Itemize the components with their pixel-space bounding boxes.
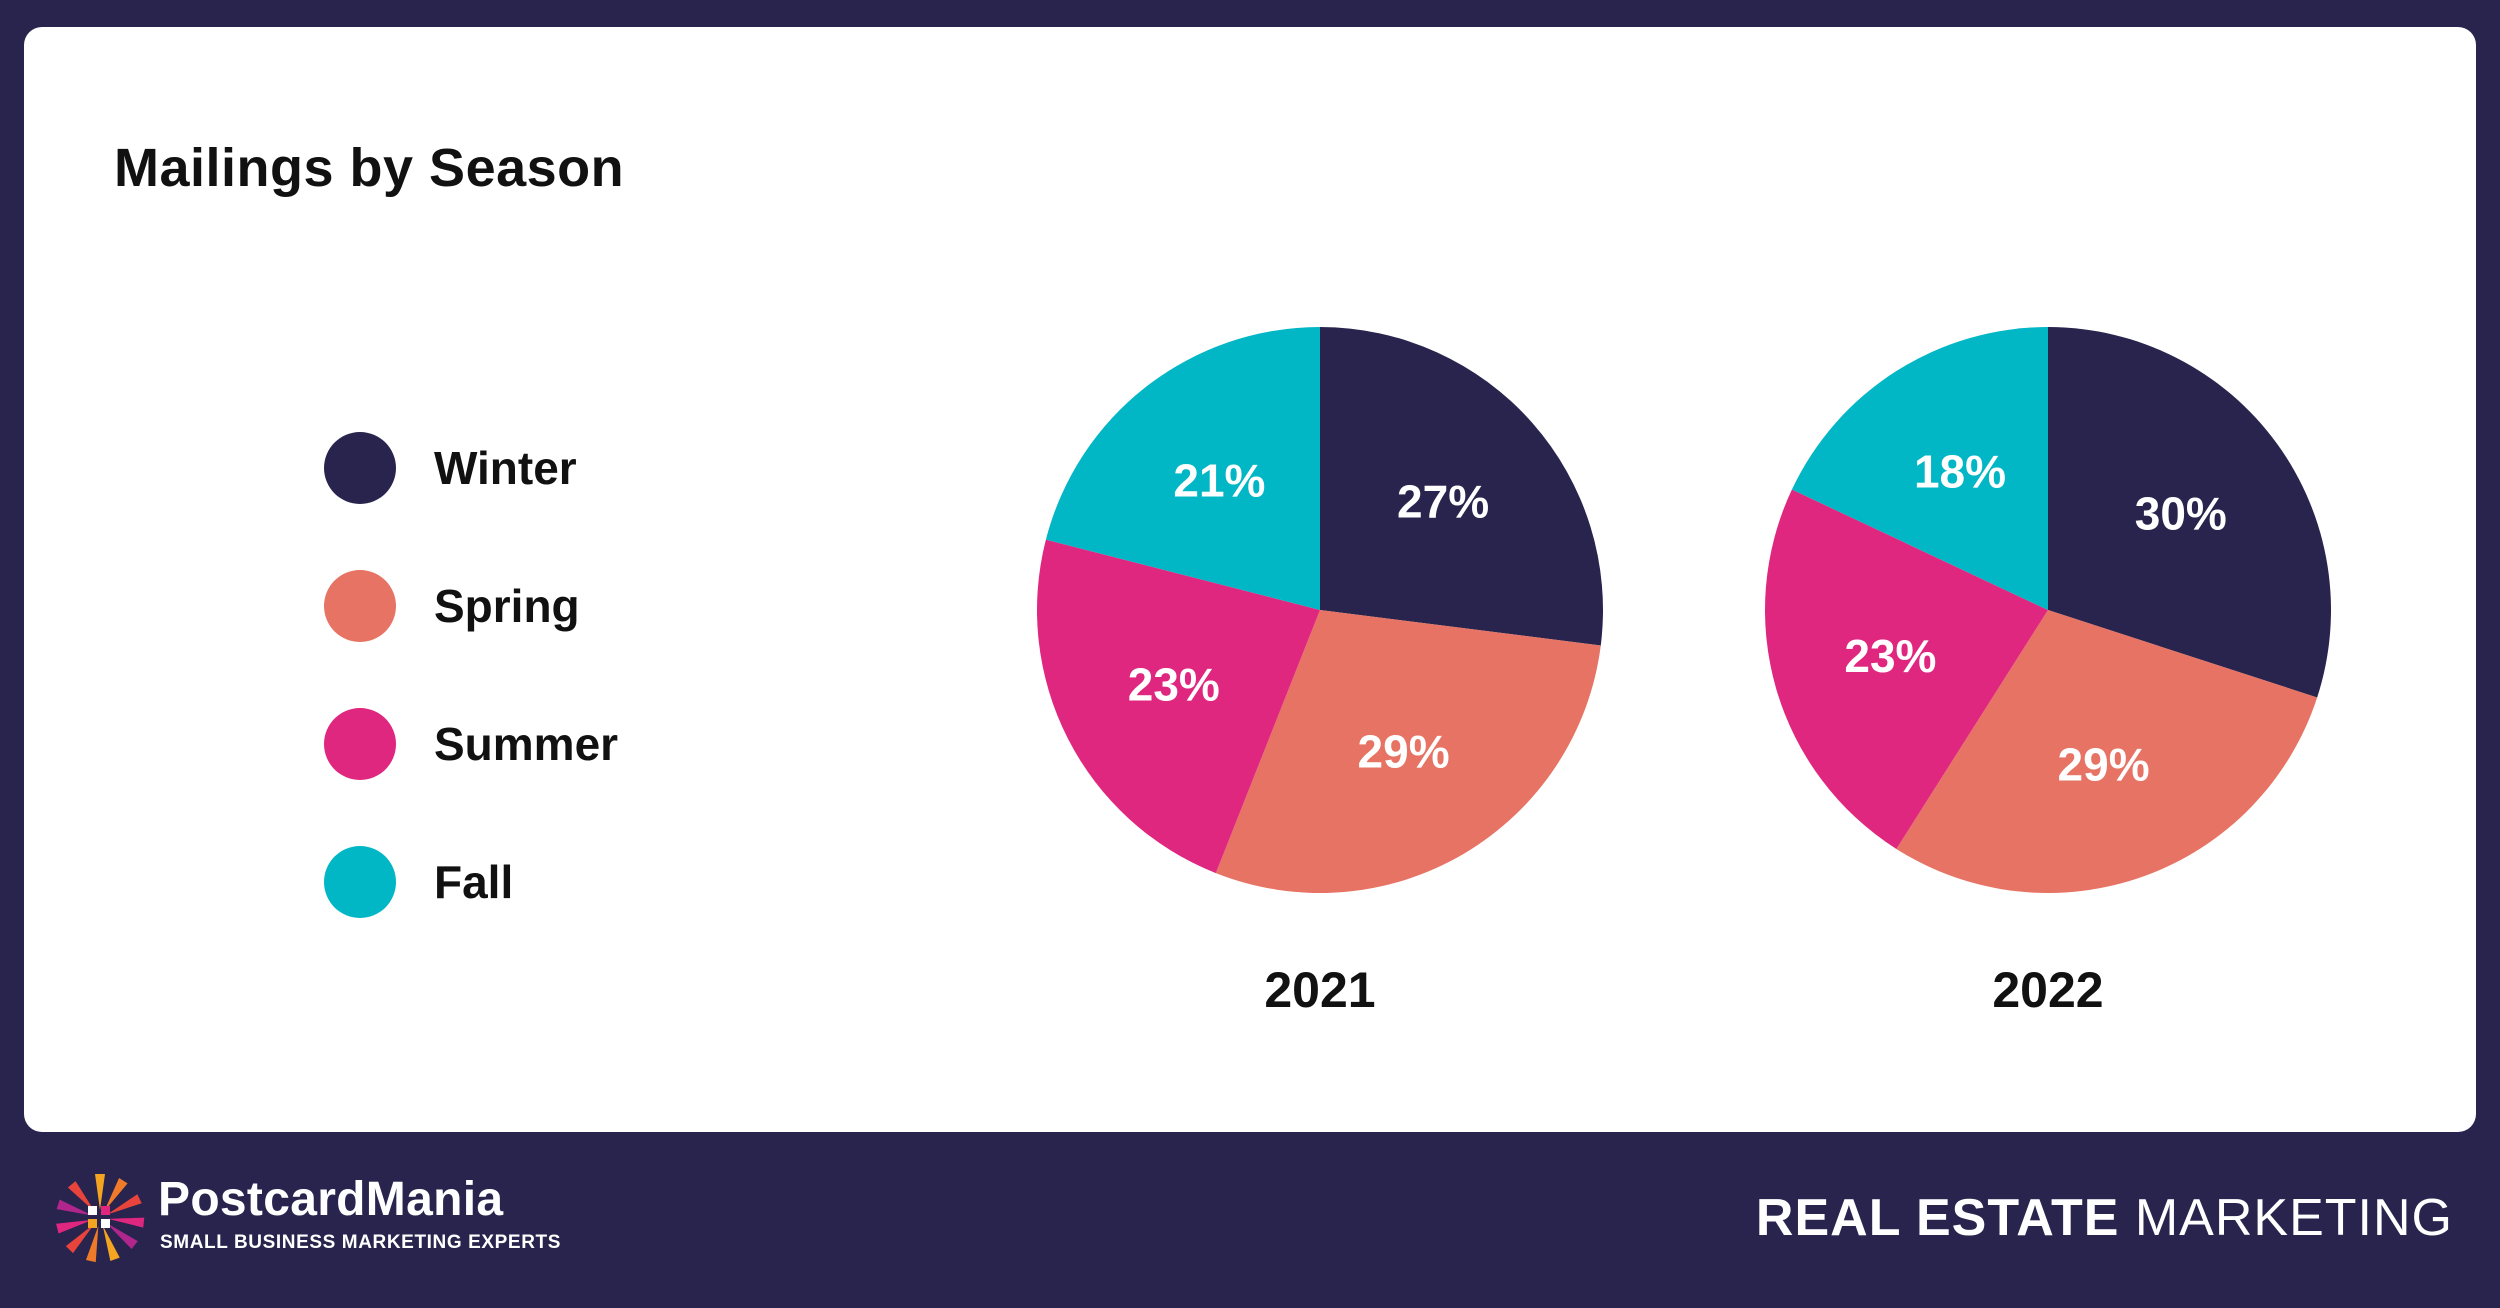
legend-item-spring: Spring [324, 570, 618, 642]
legend-swatch-spring [324, 570, 396, 642]
pie-slice-2022-winter [2048, 327, 2332, 698]
pie-slice-2021-summer [1036, 539, 1320, 874]
legend-item-winter: Winter [324, 432, 618, 504]
pie-label-2022-winter: 30% [2135, 488, 2227, 540]
pie-slice-2021-spring [1215, 610, 1601, 894]
pie-slice-2021-winter [1320, 326, 1604, 646]
legend-label-winter: Winter [434, 442, 577, 494]
pie-label-2022-fall: 18% [1914, 445, 2006, 497]
pie-slice-2022-spring [1896, 610, 2318, 893]
pie-label-2021-summer: 23% [1128, 659, 1220, 711]
legend-swatch-fall [324, 846, 396, 918]
pie-label-2022-spring: 29% [2058, 738, 2150, 790]
legend-item-fall: Fall [324, 846, 618, 918]
legend: Winter Spring Summer Fall [324, 432, 618, 984]
postcardmania-logo-icon [56, 1174, 145, 1263]
pie-chart-2021: 27% 29% 23% 21% 2021 [1036, 326, 1604, 1018]
footer-tagline: REAL ESTATE MARKETING [1756, 1188, 2453, 1248]
pie-slice-2021-fall [1045, 327, 1320, 610]
legend-swatch-summer [324, 708, 396, 780]
chart-title: Mailings by Season [114, 138, 625, 198]
legend-label-fall: Fall [434, 856, 514, 908]
pie-label-2021-fall: 21% [1173, 454, 1265, 506]
legend-item-summer: Summer [324, 708, 618, 780]
pie-slice-2022-summer [1764, 489, 2048, 849]
legend-label-summer: Summer [434, 718, 619, 770]
legend-label-spring: Spring [434, 580, 580, 632]
pie-label-2021-spring: 29% [1358, 725, 1450, 777]
brand-name: PostcardMania [158, 1173, 504, 1226]
brand-tagline: SMALL BUSINESS MARKETING EXPERTS [160, 1232, 561, 1253]
pie-chart-2022: 30% 29% 23% 18% 2022 [1764, 327, 2332, 1018]
pie-year-label-2021: 2021 [1264, 962, 1375, 1018]
footer-tagline-light: MARKETING [2134, 1189, 2453, 1247]
footer-tagline-bold: REAL ESTATE [1755, 1189, 2120, 1247]
pie-slice-2022-fall [1791, 327, 2048, 610]
legend-swatch-winter [324, 432, 396, 504]
pie-year-label-2022: 2022 [1992, 962, 2103, 1018]
pie-label-2021-winter: 27% [1397, 476, 1489, 528]
pie-label-2022-summer: 23% [1844, 630, 1936, 682]
